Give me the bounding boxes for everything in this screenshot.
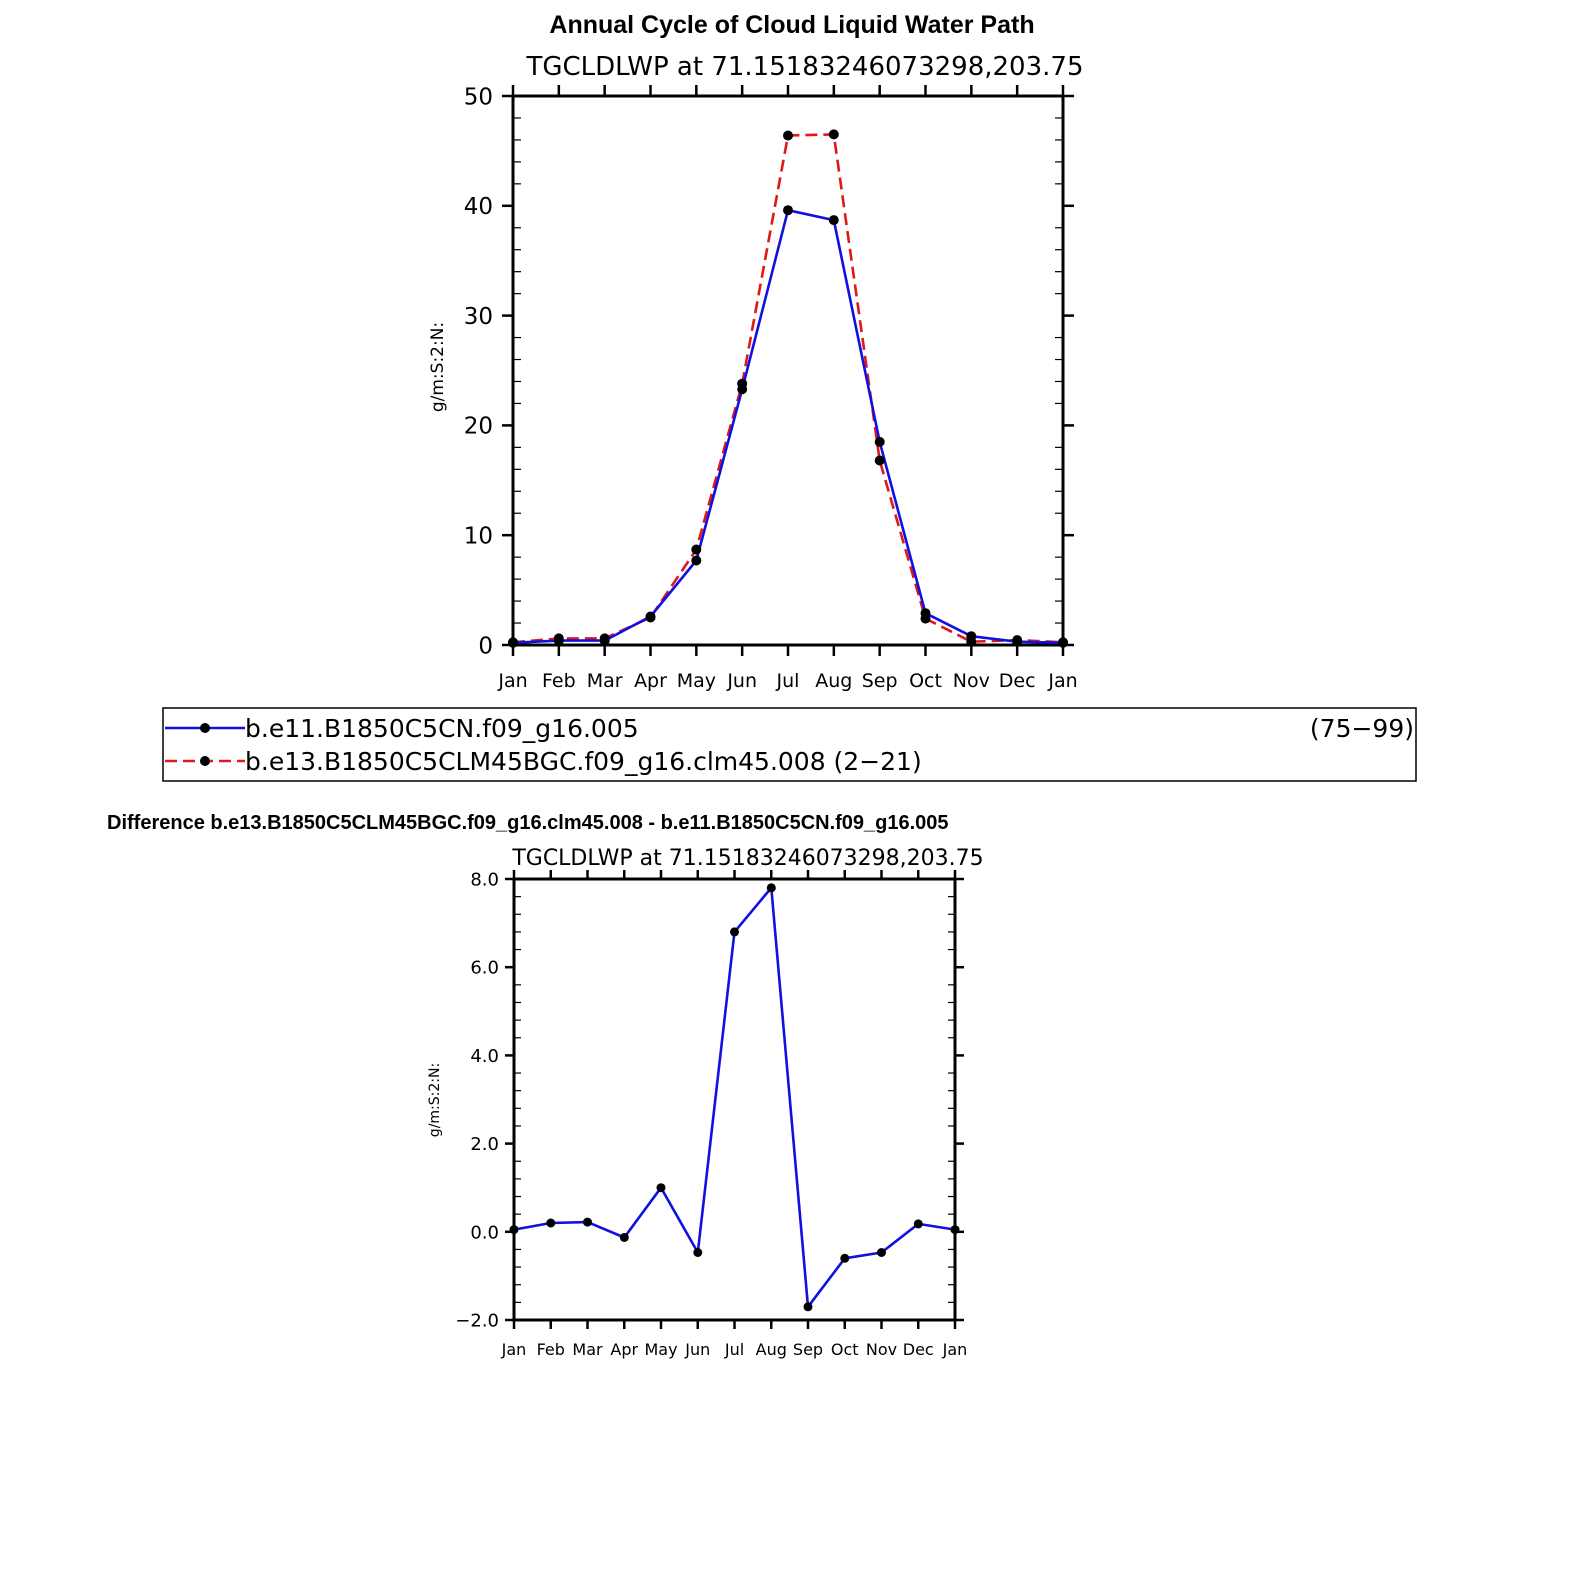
chart2-xtick-label: Oct <box>831 1340 859 1359</box>
chart2-xtick-label: Dec <box>903 1340 934 1359</box>
chart2-series-1-point <box>840 1253 850 1263</box>
chart1-xtick-label: Apr <box>634 670 667 692</box>
chart2-xtick-label: Nov <box>866 1340 897 1359</box>
chart1-series-2-point <box>599 633 610 644</box>
chart2-xtick-label: Jan <box>501 1340 527 1359</box>
chart1-series-2-point <box>691 544 702 555</box>
chart1-xtick-label: Dec <box>999 670 1036 692</box>
chart1-xtick-label: Jul <box>776 670 800 692</box>
chart2-ytick-label: 4.0 <box>470 1046 499 1067</box>
chart2-xtick-label: Aug <box>756 1340 787 1359</box>
chart2-xtick-label: Sep <box>793 1340 823 1359</box>
chart1-ytick-label: 50 <box>464 84 493 110</box>
chart2-series-1-point <box>583 1217 592 1227</box>
chart1-series-2-point <box>645 612 656 623</box>
chart1-series-2-point <box>783 130 793 141</box>
annual-cycle-chart: TGCLDLWP at 71.15183246073298,203.75 g/m… <box>428 52 1084 692</box>
chart2-series-1-point <box>950 1225 960 1235</box>
chart2-series-1-point <box>619 1233 629 1242</box>
chart2-series-1-point <box>693 1248 703 1257</box>
legend-label-2: b.e13.B1850C5CLM45BGC.f09_g16.clm45.008 … <box>245 747 922 776</box>
chart1-ytick-label: 30 <box>464 304 493 330</box>
chart1-xtick-label: Sep <box>862 670 898 692</box>
chart1-series-2-point <box>874 455 885 466</box>
chart2-ylabel: g/m:S:2:N: <box>427 1063 443 1137</box>
chart2-series-1-line <box>513 886 956 1309</box>
chart2-series-1-point <box>656 1183 666 1193</box>
chart2-series-1-point <box>877 1248 886 1257</box>
chart2-xtick-label: Feb <box>537 1340 565 1359</box>
legend-marker-2 <box>200 756 210 766</box>
chart1-series-2-point <box>553 633 564 644</box>
chart1-series-1-point <box>874 436 885 447</box>
chart1-series-1-line <box>512 208 1064 645</box>
chart2-series-1-point <box>766 883 776 893</box>
chart1-xtick-label: Aug <box>815 670 852 692</box>
chart1-subtitle: TGCLDLWP at 71.15183246073298,203.75 <box>525 52 1083 82</box>
chart2-xtick-label: May <box>644 1340 677 1359</box>
chart1-xtick-label: Jan <box>497 670 527 692</box>
chart2-xtick-label: Jul <box>724 1340 744 1359</box>
chart2-ytick-label: 8.0 <box>470 869 499 890</box>
legend: b.e11.B1850C5CN.f09_g16.005 (75−99) b.e1… <box>162 707 1417 782</box>
chart1-ytick-label: 20 <box>464 414 493 440</box>
chart2-xtick-label: Jun <box>684 1340 710 1359</box>
chart2-series-1-point <box>509 1225 519 1235</box>
chart2-subtitle: TGCLDLWP at 71.15183246073298,203.75 <box>511 846 983 871</box>
legend-label-1: b.e11.B1850C5CN.f09_g16.005 <box>245 714 639 743</box>
chart1-ylabel: g/m:S:2:N: <box>428 322 448 412</box>
chart2-series-1-point <box>730 927 739 937</box>
chart2-xtick-label: Apr <box>610 1340 638 1359</box>
chart1-xtick-label: Jan <box>1047 670 1077 692</box>
chart1-series-1-point <box>783 205 793 216</box>
chart2-xtick-label: Jan <box>942 1340 968 1359</box>
legend-box <box>162 707 1417 782</box>
difference-chart: TGCLDLWP at 71.15183246073298,203.75 g/m… <box>427 846 984 1359</box>
chart1-series-2-point <box>828 129 839 140</box>
chart1-xtick-label: May <box>677 670 716 692</box>
chart1-series-2-point <box>1058 637 1068 648</box>
chart1-series-2-point <box>737 378 748 389</box>
chart1-series-2-point <box>966 636 977 647</box>
difference-title: Difference b.e13.B1850C5CLM45BGC.f09_g16… <box>107 812 949 834</box>
chart1-ytick-label: 10 <box>464 523 493 549</box>
chart2-ytick-label: 2.0 <box>470 1134 499 1155</box>
chart1-series-1-point <box>828 215 839 226</box>
chart1-xtick-label: Feb <box>542 670 576 692</box>
chart2-ytick-label: 6.0 <box>470 958 499 979</box>
chart1-xtick-label: Mar <box>587 670 623 692</box>
chart1-xtick-label: Oct <box>909 670 942 692</box>
chart1-series-2-point <box>920 613 931 624</box>
chart2-series-1-point <box>546 1218 556 1228</box>
chart1-xtick-label: Nov <box>953 670 990 692</box>
chart2-xtick-label: Mar <box>572 1340 603 1359</box>
chart2-ytick-label: −2.0 <box>455 1310 499 1331</box>
chart2-series-1-point <box>913 1219 923 1229</box>
chart1-ytick-label: 0 <box>478 633 493 659</box>
main-title: Annual Cycle of Cloud Liquid Water Path <box>549 11 1034 39</box>
chart1-series-2-point <box>508 637 518 648</box>
chart2-ytick-label: 0.0 <box>470 1222 499 1243</box>
chart1-series-1-point <box>691 555 702 566</box>
chart2-series-1-point <box>803 1302 813 1312</box>
chart1-series-2-point <box>1012 635 1023 646</box>
legend-years-1: (75−99) <box>1310 714 1414 743</box>
chart1-xtick-label: Jun <box>726 670 757 692</box>
chart1-ytick-label: 40 <box>464 194 493 220</box>
chart2-plot-frame <box>512 877 957 1322</box>
chart1-plot-frame <box>511 94 1065 647</box>
legend-marker-1 <box>200 723 210 733</box>
